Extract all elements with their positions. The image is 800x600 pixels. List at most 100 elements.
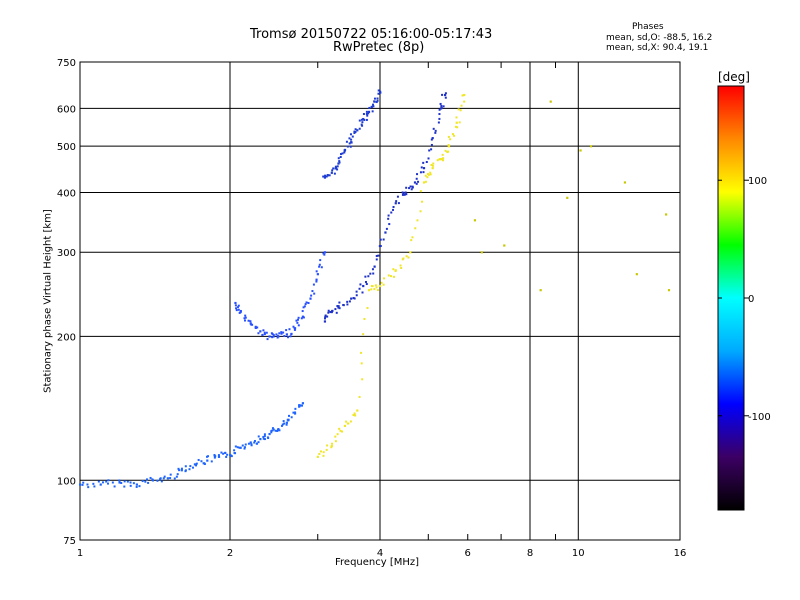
- data-point: [379, 90, 382, 93]
- trace-dot: [363, 118, 366, 121]
- trace-dot: [324, 317, 327, 320]
- colorbar-tick-label: 0: [748, 294, 754, 305]
- trace-dot: [243, 317, 246, 320]
- trace-dot: [328, 174, 331, 177]
- data-point: [99, 483, 102, 486]
- colorbar-tick-label: 100: [748, 176, 767, 187]
- trace-dot: [265, 331, 268, 334]
- y-tick-label: 300: [57, 248, 76, 259]
- trace-dot: [437, 121, 440, 124]
- trace-dot: [234, 445, 237, 448]
- trace-dot: [377, 254, 380, 257]
- data-point: [337, 306, 340, 309]
- trace-dot: [369, 272, 372, 275]
- trace-dot: [375, 254, 378, 257]
- trace-dot: [123, 480, 126, 483]
- trace-dot: [401, 193, 404, 196]
- trace-dot: [266, 338, 269, 341]
- trace-dot: [371, 268, 374, 271]
- data-point: [285, 421, 288, 424]
- trace-dot: [358, 127, 361, 130]
- trace-dot: [376, 289, 379, 292]
- trace-dot: [278, 429, 281, 432]
- trace-dot: [416, 173, 419, 176]
- x-tick-label: 10: [572, 548, 585, 559]
- trace-dot: [254, 325, 257, 328]
- trace-dot: [442, 105, 445, 108]
- series-0: [79, 402, 305, 489]
- trace-dot: [373, 97, 376, 100]
- trace-dot: [214, 455, 217, 458]
- trace-dot: [272, 428, 275, 431]
- trace-dot: [162, 477, 165, 480]
- trace-dot: [354, 414, 357, 417]
- trace-dot: [460, 104, 463, 107]
- trace-dot: [439, 102, 442, 105]
- trace-dot: [331, 169, 334, 172]
- trace-dot: [315, 270, 318, 273]
- data-point: [455, 121, 458, 124]
- data-point: [330, 444, 333, 448]
- trace-dot: [318, 265, 321, 268]
- trace-dot: [454, 125, 457, 128]
- trace-dot: [417, 180, 420, 183]
- trace-dot: [262, 437, 265, 440]
- data-point: [443, 93, 447, 97]
- trace-dot: [396, 195, 399, 198]
- trace-dot: [365, 283, 368, 286]
- trace-dot: [294, 411, 297, 414]
- trace-dot: [253, 439, 256, 442]
- trace-dot: [451, 133, 454, 136]
- trace-dot: [292, 325, 295, 328]
- trace-dot: [144, 480, 147, 483]
- trace-dot: [365, 118, 368, 121]
- trace-dot: [382, 283, 385, 286]
- trace-dot: [247, 442, 250, 445]
- trace-dot: [360, 123, 363, 126]
- trace-dot: [347, 422, 350, 425]
- trace-dot: [235, 309, 238, 312]
- data-point: [135, 483, 138, 486]
- trace-dot: [244, 316, 247, 319]
- x-tick-label: 2: [227, 548, 233, 559]
- data-point: [268, 335, 271, 338]
- trace-dot: [395, 200, 398, 203]
- trace-dot: [334, 165, 337, 168]
- trace-dot: [271, 427, 274, 430]
- trace-dot: [275, 333, 278, 336]
- trace-dot: [371, 110, 374, 113]
- trace-dot: [92, 482, 95, 485]
- data-point: [447, 145, 451, 148]
- trace-dot: [320, 266, 323, 269]
- trace-dot: [249, 320, 252, 323]
- trace-dot: [440, 107, 443, 110]
- x-axis-label: Frequency [MHz]: [335, 557, 420, 568]
- trace-dot: [244, 319, 247, 322]
- trace-dot: [322, 252, 325, 255]
- trace-dot: [207, 455, 210, 458]
- trace-dot: [409, 185, 412, 188]
- trace-dot: [339, 155, 342, 158]
- trace-dot: [322, 175, 325, 178]
- trace-dot: [365, 110, 368, 113]
- data-point: [503, 244, 506, 247]
- trace-dot: [82, 481, 85, 484]
- trace-dot: [377, 92, 380, 95]
- trace-dot: [138, 485, 141, 488]
- trace-dot: [297, 324, 300, 327]
- trace-dot: [341, 152, 344, 155]
- trace-dot: [319, 259, 322, 262]
- trace-dot: [237, 304, 240, 307]
- trace-dot: [200, 460, 203, 463]
- trace-dot: [313, 292, 316, 295]
- trace-dot: [189, 465, 192, 468]
- trace-dot: [296, 321, 299, 324]
- trace-dot: [298, 404, 301, 407]
- trace-dot: [180, 467, 183, 470]
- data-point: [285, 333, 288, 336]
- trace-dot: [416, 219, 419, 222]
- trace-dot: [400, 267, 403, 270]
- trace-dot: [300, 317, 303, 320]
- trace-dot: [283, 422, 286, 425]
- trace-dot: [349, 133, 352, 136]
